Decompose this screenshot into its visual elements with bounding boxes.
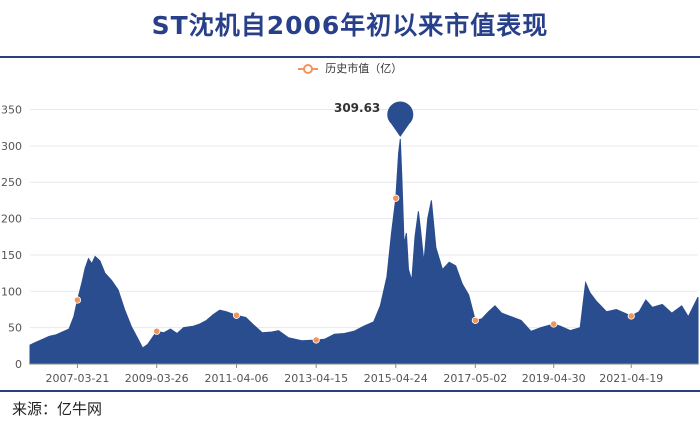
data-point-marker [471, 316, 479, 324]
max-value-pin-icon [387, 101, 414, 137]
data-point-marker [392, 194, 400, 202]
data-point-marker [627, 312, 635, 320]
y-tick-label: 150 [1, 249, 22, 262]
data-point-marker [550, 320, 558, 328]
x-tick-label: 2017-05-02 [443, 372, 507, 385]
x-tick-label: 2021-04-19 [599, 372, 663, 385]
title-divider [0, 56, 700, 58]
chart-title: ST沈机自2006年初以来市值表现 [151, 11, 549, 40]
max-value-label: 309.63 [334, 101, 380, 115]
y-tick-label: 100 [1, 285, 22, 298]
y-tick-label: 300 [1, 140, 22, 153]
y-tick-label: 250 [1, 176, 22, 189]
footer-divider [0, 390, 700, 392]
legend-line-marker-icon [297, 64, 318, 74]
legend-label: 历史市值（亿） [325, 62, 403, 75]
chart-legend[interactable]: 历史市值（亿） [0, 60, 700, 76]
source-note: 来源：亿牛网 [12, 400, 103, 418]
data-point-marker [73, 296, 82, 304]
data-point-marker [153, 327, 161, 335]
x-tick-label: 2009-03-26 [125, 372, 189, 385]
x-tick-label: 2011-04-06 [205, 372, 269, 385]
x-tick-label: 2013-04-15 [284, 372, 348, 385]
y-tick-label: 0 [15, 358, 22, 371]
x-tick-label: 2019-04-30 [522, 372, 586, 385]
y-tick-label: 200 [1, 213, 22, 226]
x-tick-label: 2007-03-21 [46, 372, 110, 385]
y-tick-label: 350 [1, 104, 22, 117]
data-point-marker [232, 311, 241, 319]
data-point-marker [312, 336, 320, 344]
y-tick-label: 50 [8, 322, 22, 335]
x-tick-label: 2015-04-24 [364, 372, 428, 385]
series-area-historical-market-cap [29, 138, 699, 365]
